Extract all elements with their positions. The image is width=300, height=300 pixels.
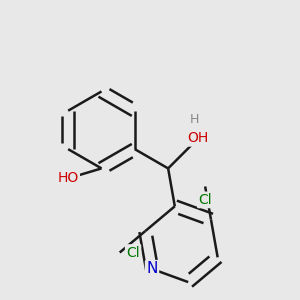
Text: OH: OH [188,131,209,145]
Text: H: H [190,113,200,126]
Text: Cl: Cl [126,245,140,260]
Text: Cl: Cl [198,193,212,207]
Text: N: N [146,261,158,276]
Text: HO: HO [57,171,79,185]
